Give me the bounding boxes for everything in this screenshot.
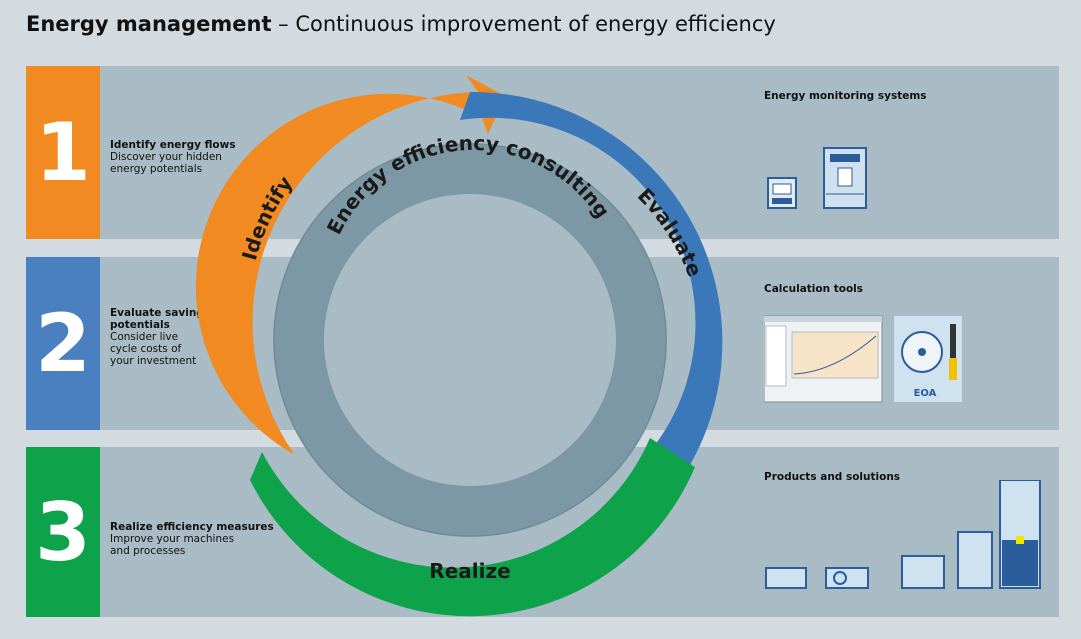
step-number-2: 2 <box>26 257 100 430</box>
step-desc-1: Identify energy flows Discover your hidd… <box>110 139 236 175</box>
calc-label: Calculation tools <box>764 283 864 295</box>
products-icon <box>765 480 1041 589</box>
monitoring-label: Energy monitoring systems <box>764 90 927 102</box>
step-desc-3: Realize efficiency measures Improve your… <box>110 521 274 557</box>
step-number-3: 3 <box>26 447 100 617</box>
products-label: Products and solutions <box>764 471 901 483</box>
step-desc-2: Evaluate saving potentials Consider live… <box>110 307 204 367</box>
title-bold: Energy management <box>26 12 272 36</box>
step-heading-1: Identify energy flows <box>110 139 236 151</box>
identify-segment <box>195 75 506 455</box>
calc-tools-icon: EOA <box>764 315 962 403</box>
ring-center <box>324 194 616 486</box>
eoa-label: EOA <box>914 388 937 399</box>
monitoring-device-icon <box>767 147 867 209</box>
realize-segment <box>250 438 695 617</box>
realize-text: Realize <box>429 559 510 583</box>
evaluate-segment <box>460 91 723 465</box>
title-rest: – Continuous improvement of energy effic… <box>271 12 776 36</box>
step-number-1: 1 <box>26 66 100 239</box>
page-title: Energy management – Continuous improveme… <box>26 12 776 36</box>
